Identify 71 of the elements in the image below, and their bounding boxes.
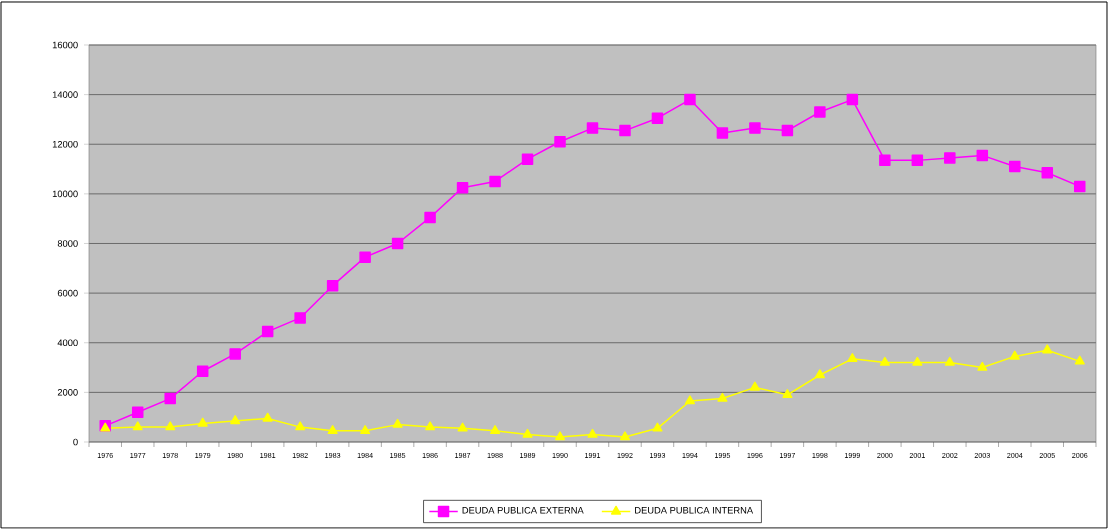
point [781, 124, 794, 137]
point [619, 431, 631, 441]
point [846, 93, 859, 106]
point [879, 154, 891, 167]
point [326, 279, 339, 292]
point [782, 389, 793, 399]
point [295, 421, 306, 431]
y-tick-label: 16000 [52, 41, 78, 49]
y-tick-label: 0 [73, 438, 78, 446]
point [814, 106, 826, 118]
point [684, 93, 696, 106]
point [229, 348, 241, 360]
y-tick-label: 6000 [57, 289, 78, 297]
point [1009, 350, 1020, 360]
point [425, 421, 436, 431]
point [262, 412, 273, 422]
point [554, 431, 566, 441]
y-tick-label: 14000 [52, 91, 78, 98]
point [1041, 167, 1054, 179]
point [196, 365, 209, 378]
point [132, 421, 143, 431]
point [359, 251, 371, 263]
point [912, 356, 923, 366]
point [749, 122, 761, 134]
point [749, 381, 760, 391]
point [716, 127, 729, 139]
point [1074, 355, 1085, 365]
point [944, 356, 955, 366]
point [131, 406, 144, 418]
point [327, 425, 338, 435]
point [977, 361, 988, 371]
point [1074, 180, 1086, 193]
point [586, 122, 599, 134]
point [879, 356, 890, 366]
point [489, 175, 501, 188]
point [684, 395, 696, 405]
y-tick-label: 2000 [57, 389, 78, 396]
point [230, 415, 241, 425]
point [1042, 344, 1053, 354]
point [261, 325, 274, 338]
y-tick-label: 8000 [57, 240, 78, 247]
legend-label: DEUDA PUBLICA EXTERNA [462, 507, 584, 514]
point [197, 417, 208, 427]
point [587, 428, 598, 438]
point [619, 124, 631, 137]
point [847, 353, 858, 363]
point [165, 421, 176, 431]
point [489, 425, 501, 435]
point [651, 112, 664, 124]
point [456, 181, 469, 194]
legend-label: DEUDA PUBLICA INTERNA [635, 507, 754, 514]
point [521, 153, 534, 165]
point [976, 149, 989, 162]
point [392, 418, 403, 428]
point [457, 422, 468, 432]
point [522, 428, 533, 438]
point [164, 392, 176, 405]
point [554, 136, 566, 148]
point [717, 392, 728, 402]
point [1009, 160, 1021, 173]
point [294, 312, 306, 324]
point [814, 369, 825, 379]
point [652, 422, 663, 432]
y-tick-label: 4000 [57, 339, 78, 347]
y-tick-label: 10000 [52, 190, 78, 198]
point [424, 211, 436, 224]
point [944, 152, 956, 164]
point [391, 237, 404, 250]
y-tick-label: 12000 [52, 140, 78, 148]
point [911, 154, 924, 167]
point [360, 425, 371, 435]
